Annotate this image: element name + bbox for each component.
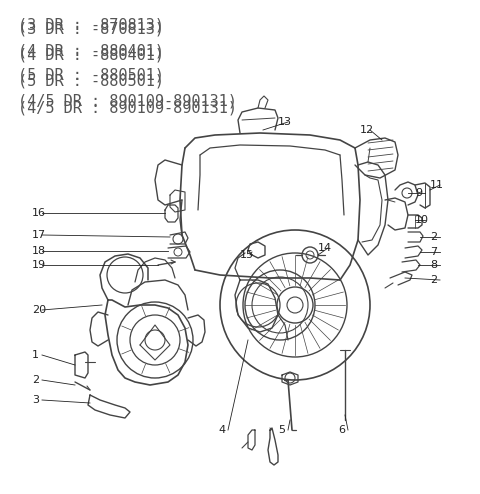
Text: (5 DR : -880501): (5 DR : -880501) bbox=[18, 68, 164, 83]
Text: 8: 8 bbox=[430, 260, 437, 270]
Text: 4: 4 bbox=[218, 425, 225, 435]
Text: 1: 1 bbox=[32, 350, 39, 360]
Text: 17: 17 bbox=[32, 230, 46, 240]
Text: 2: 2 bbox=[32, 375, 39, 385]
Text: 18: 18 bbox=[32, 246, 46, 256]
Text: (3 DR : -870813): (3 DR : -870813) bbox=[18, 18, 164, 33]
Text: 11: 11 bbox=[430, 180, 444, 190]
Text: 19: 19 bbox=[32, 260, 46, 270]
Text: (4/5 DR : 890109-890131): (4/5 DR : 890109-890131) bbox=[18, 93, 237, 108]
Text: 7: 7 bbox=[430, 247, 437, 257]
Text: (3 DR : -870813): (3 DR : -870813) bbox=[18, 22, 164, 37]
Text: 2: 2 bbox=[430, 275, 437, 285]
Text: 10: 10 bbox=[415, 215, 429, 225]
Text: 13: 13 bbox=[278, 117, 292, 127]
Text: 20: 20 bbox=[32, 305, 46, 315]
Text: 3: 3 bbox=[32, 395, 39, 405]
Text: 2: 2 bbox=[430, 232, 437, 242]
Text: 15: 15 bbox=[240, 250, 254, 260]
Text: (5 DR : -880501): (5 DR : -880501) bbox=[18, 74, 164, 89]
Text: 16: 16 bbox=[32, 208, 46, 218]
Text: 9: 9 bbox=[415, 188, 422, 198]
Text: 14: 14 bbox=[318, 243, 332, 253]
Text: 6: 6 bbox=[338, 425, 345, 435]
Text: (4 DR : -880401): (4 DR : -880401) bbox=[18, 48, 164, 63]
Text: 5: 5 bbox=[278, 425, 285, 435]
Text: (4/5 DR : 890109-890131): (4/5 DR : 890109-890131) bbox=[18, 100, 237, 115]
Text: (4 DR : -880401): (4 DR : -880401) bbox=[18, 43, 164, 58]
Text: 12: 12 bbox=[360, 125, 374, 135]
